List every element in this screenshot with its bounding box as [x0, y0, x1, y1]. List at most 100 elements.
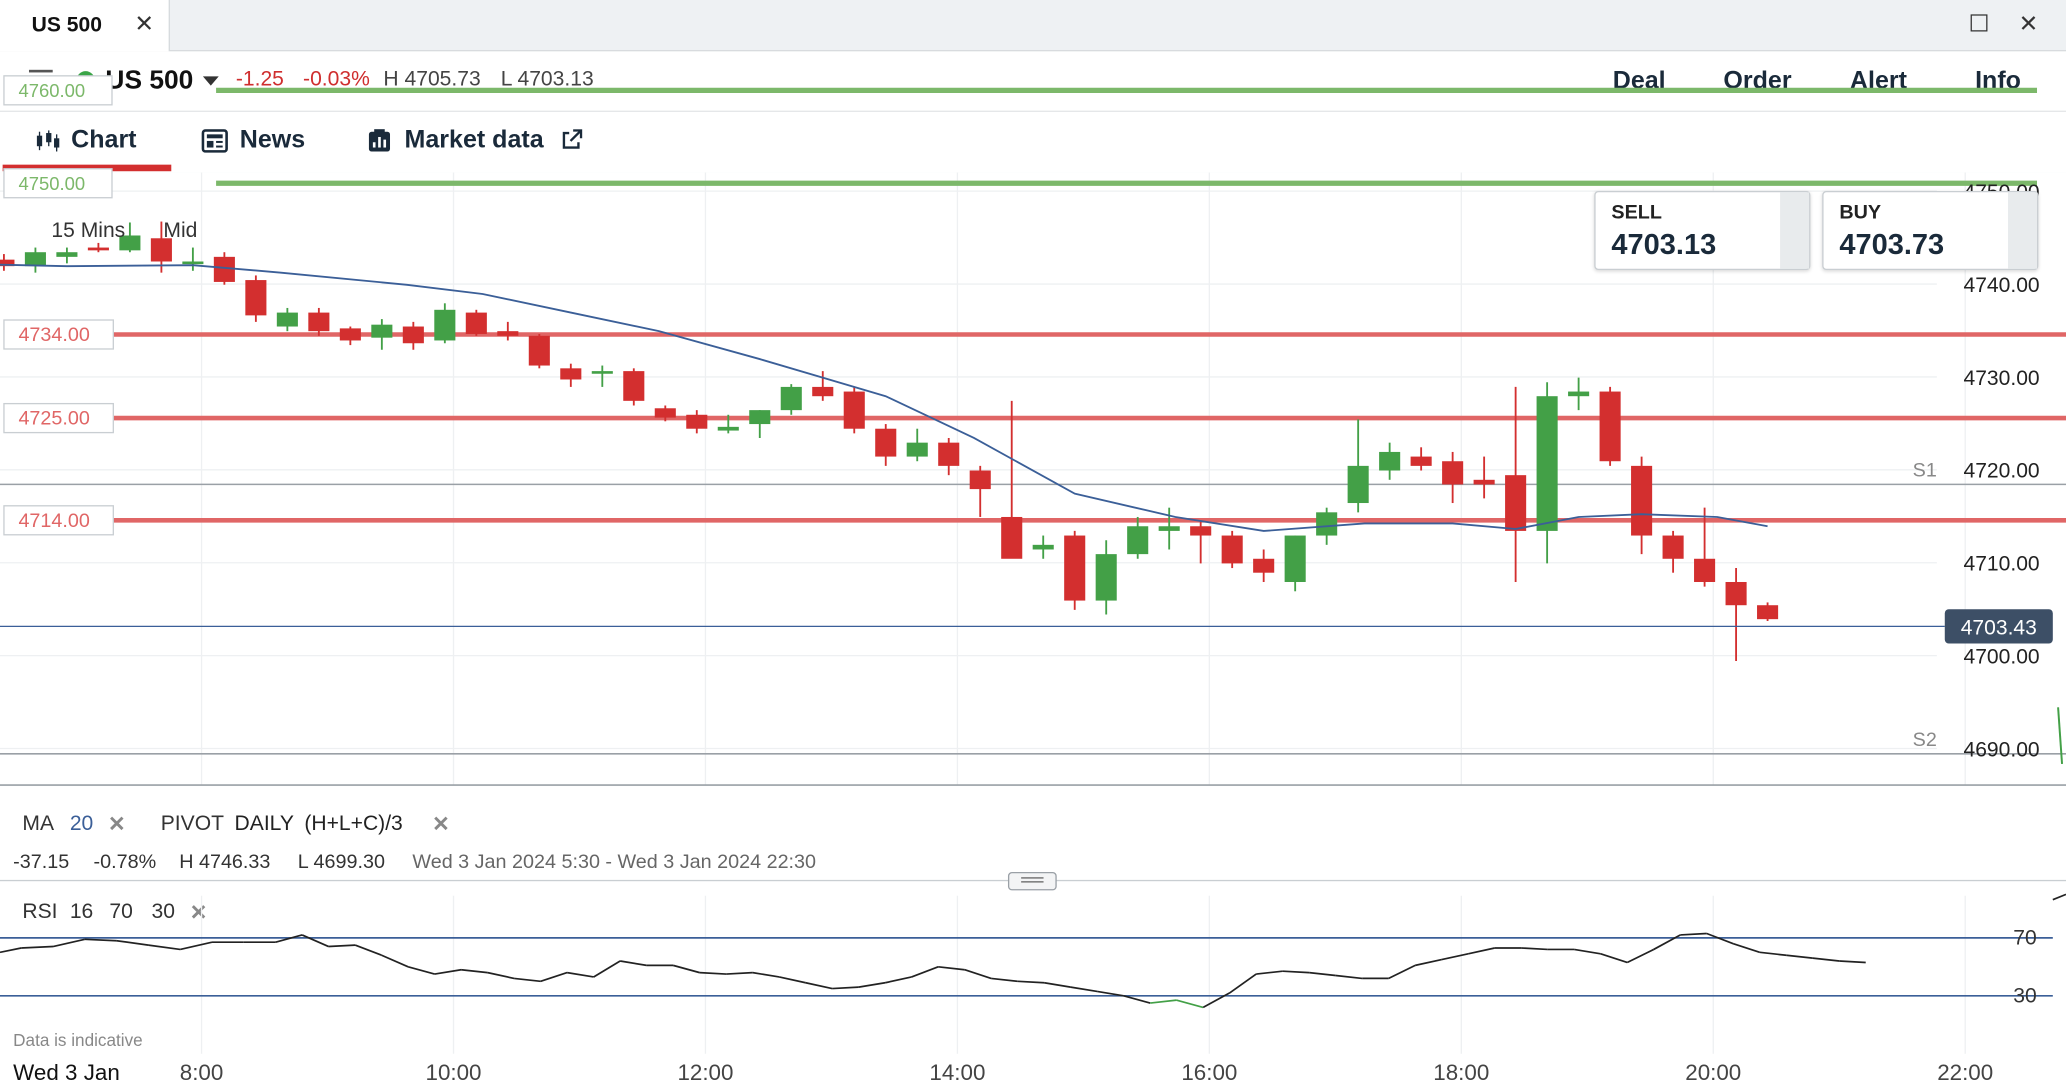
- rsi-segment-33: [911, 966, 939, 978]
- buy-label: BUY: [1839, 201, 1882, 224]
- rsi-segment-30: [832, 986, 859, 990]
- rsi-segment-49: [1335, 974, 1363, 980]
- buy-quote[interactable]: BUY 4703.73: [1822, 190, 2039, 271]
- rsi-segment-67: [1812, 957, 1840, 962]
- rsi-segment-19: [540, 971, 568, 983]
- current-price-tag: [1944, 609, 2053, 644]
- window-close-icon[interactable]: ✕: [2018, 10, 2039, 37]
- window-tab[interactable]: US 500 ✕: [0, 0, 170, 52]
- candle-8: [56, 247, 78, 264]
- rsi-segment-21: [593, 960, 621, 978]
- sell-quote[interactable]: SELL 4703.13: [1594, 190, 1811, 271]
- rsi-segment-42: [1150, 999, 1177, 1004]
- candle-34: [875, 424, 897, 466]
- rsi-segment-15: [434, 968, 462, 975]
- candle-33: [843, 386, 865, 434]
- x-tick-label-3: 14:00: [929, 1060, 985, 1085]
- candle-30: [749, 410, 771, 439]
- alert-line-box-1: [3, 168, 113, 199]
- rsi-segment-13: [381, 954, 409, 968]
- rsi-segment-65: [1759, 951, 1787, 957]
- close-tab-icon[interactable]: ✕: [134, 10, 155, 37]
- price-type-selector[interactable]: Mid: [163, 219, 198, 243]
- x-tick-label-0: 8:00: [180, 1060, 224, 1085]
- candle-14: [245, 275, 267, 322]
- price-change-percent: -0.03%: [303, 68, 370, 91]
- rsi-segment-61: [1653, 934, 1681, 951]
- rsi-segment-28: [778, 976, 806, 984]
- ma-period[interactable]: 20: [69, 812, 94, 836]
- rsi-axis-30: 30: [2013, 985, 2037, 1008]
- window-tab-title: US 500: [31, 14, 102, 37]
- x-tick-label-6: 20:00: [1685, 1060, 1741, 1085]
- tab-chart[interactable]: Chart: [71, 126, 137, 155]
- rsi-segment-66: [1786, 954, 1813, 959]
- candle-10: [119, 222, 141, 253]
- candle-45: [1221, 530, 1243, 569]
- rsi-segment-48: [1309, 971, 1336, 977]
- rsi-segment-31: [858, 981, 886, 988]
- rsi-segment-51: [1388, 964, 1416, 980]
- candle-15: [276, 307, 298, 332]
- disclaimer: Data is indicative: [13, 1030, 143, 1050]
- candle-44: [1190, 521, 1212, 564]
- y-tick-label-4: 4730.00: [1963, 367, 2039, 390]
- alert-line-box-0: [3, 75, 113, 106]
- rsi-segment-62: [1680, 932, 1707, 936]
- chevron-down-icon[interactable]: [202, 76, 219, 86]
- candle-54: [1505, 386, 1527, 582]
- pivot-label-1: S2: [1913, 729, 1937, 751]
- pivot-label: PIVOT: [160, 812, 225, 836]
- remove-pivot-icon[interactable]: ✕: [432, 814, 450, 837]
- level-label-0: 4734.00: [18, 324, 89, 346]
- rsi-segment-56: [1521, 947, 1548, 951]
- pivot-period[interactable]: DAILY: [234, 812, 294, 836]
- rsi-upper[interactable]: 70: [109, 900, 133, 924]
- rsi-segment-17: [487, 971, 515, 980]
- rsi-segment-4: [116, 939, 149, 946]
- pivot-label-0: S1: [1913, 459, 1937, 481]
- interval-selector[interactable]: 15 Mins: [51, 219, 126, 243]
- candle-12: [182, 247, 204, 271]
- rsi-segment-29: [805, 981, 833, 990]
- sell-label: SELL: [1611, 201, 1662, 224]
- rsi-label: RSI: [22, 900, 58, 924]
- tab-news[interactable]: News: [239, 126, 306, 155]
- rsi-segment-54: [1468, 947, 1495, 955]
- moving-average-line: [0, 263, 1768, 532]
- remove-rsi-icon[interactable]: ✕: [189, 902, 208, 925]
- candle-9: [87, 242, 109, 253]
- price-change: -1.25: [235, 68, 284, 91]
- candle-53: [1473, 456, 1495, 499]
- candle-37: [969, 465, 991, 517]
- pivot-formula[interactable]: (H+L+C)/3: [304, 812, 403, 836]
- candle-28: [686, 410, 708, 434]
- instrument-name[interactable]: US 500: [105, 65, 194, 95]
- pane-resize-handle[interactable]: [1007, 871, 1057, 891]
- remove-ma-icon[interactable]: ✕: [108, 814, 126, 837]
- rsi-segment-40: [1097, 990, 1124, 997]
- rsi-segment-35: [964, 968, 992, 980]
- rsi-segment-32: [884, 976, 912, 984]
- tab-market-data[interactable]: Market data: [404, 126, 544, 155]
- rsi-period[interactable]: 16: [69, 900, 94, 924]
- x-tick-label-1: 10:00: [426, 1060, 482, 1085]
- candlestick-icon: [34, 129, 60, 159]
- rsi-segment-1: [21, 945, 54, 949]
- y-tick-label-3: 4720.00: [1963, 460, 2039, 483]
- maximize-icon[interactable]: ☐: [1968, 10, 1990, 37]
- candle-32: [812, 371, 834, 401]
- level-box-0: [3, 319, 114, 350]
- current-price-label: 4703.43: [1961, 616, 2037, 639]
- y-tick-label-5: 4740.00: [1963, 274, 2039, 297]
- candle-6: [0, 254, 15, 271]
- candle-59: [1662, 530, 1684, 573]
- level-label-1: 4725.00: [18, 408, 89, 430]
- rsi-lower[interactable]: 30: [151, 900, 175, 924]
- external-link-icon[interactable]: [561, 129, 583, 157]
- candle-61: [1725, 568, 1747, 661]
- candle-51: [1410, 447, 1432, 471]
- rsi-segment-10: [301, 934, 329, 948]
